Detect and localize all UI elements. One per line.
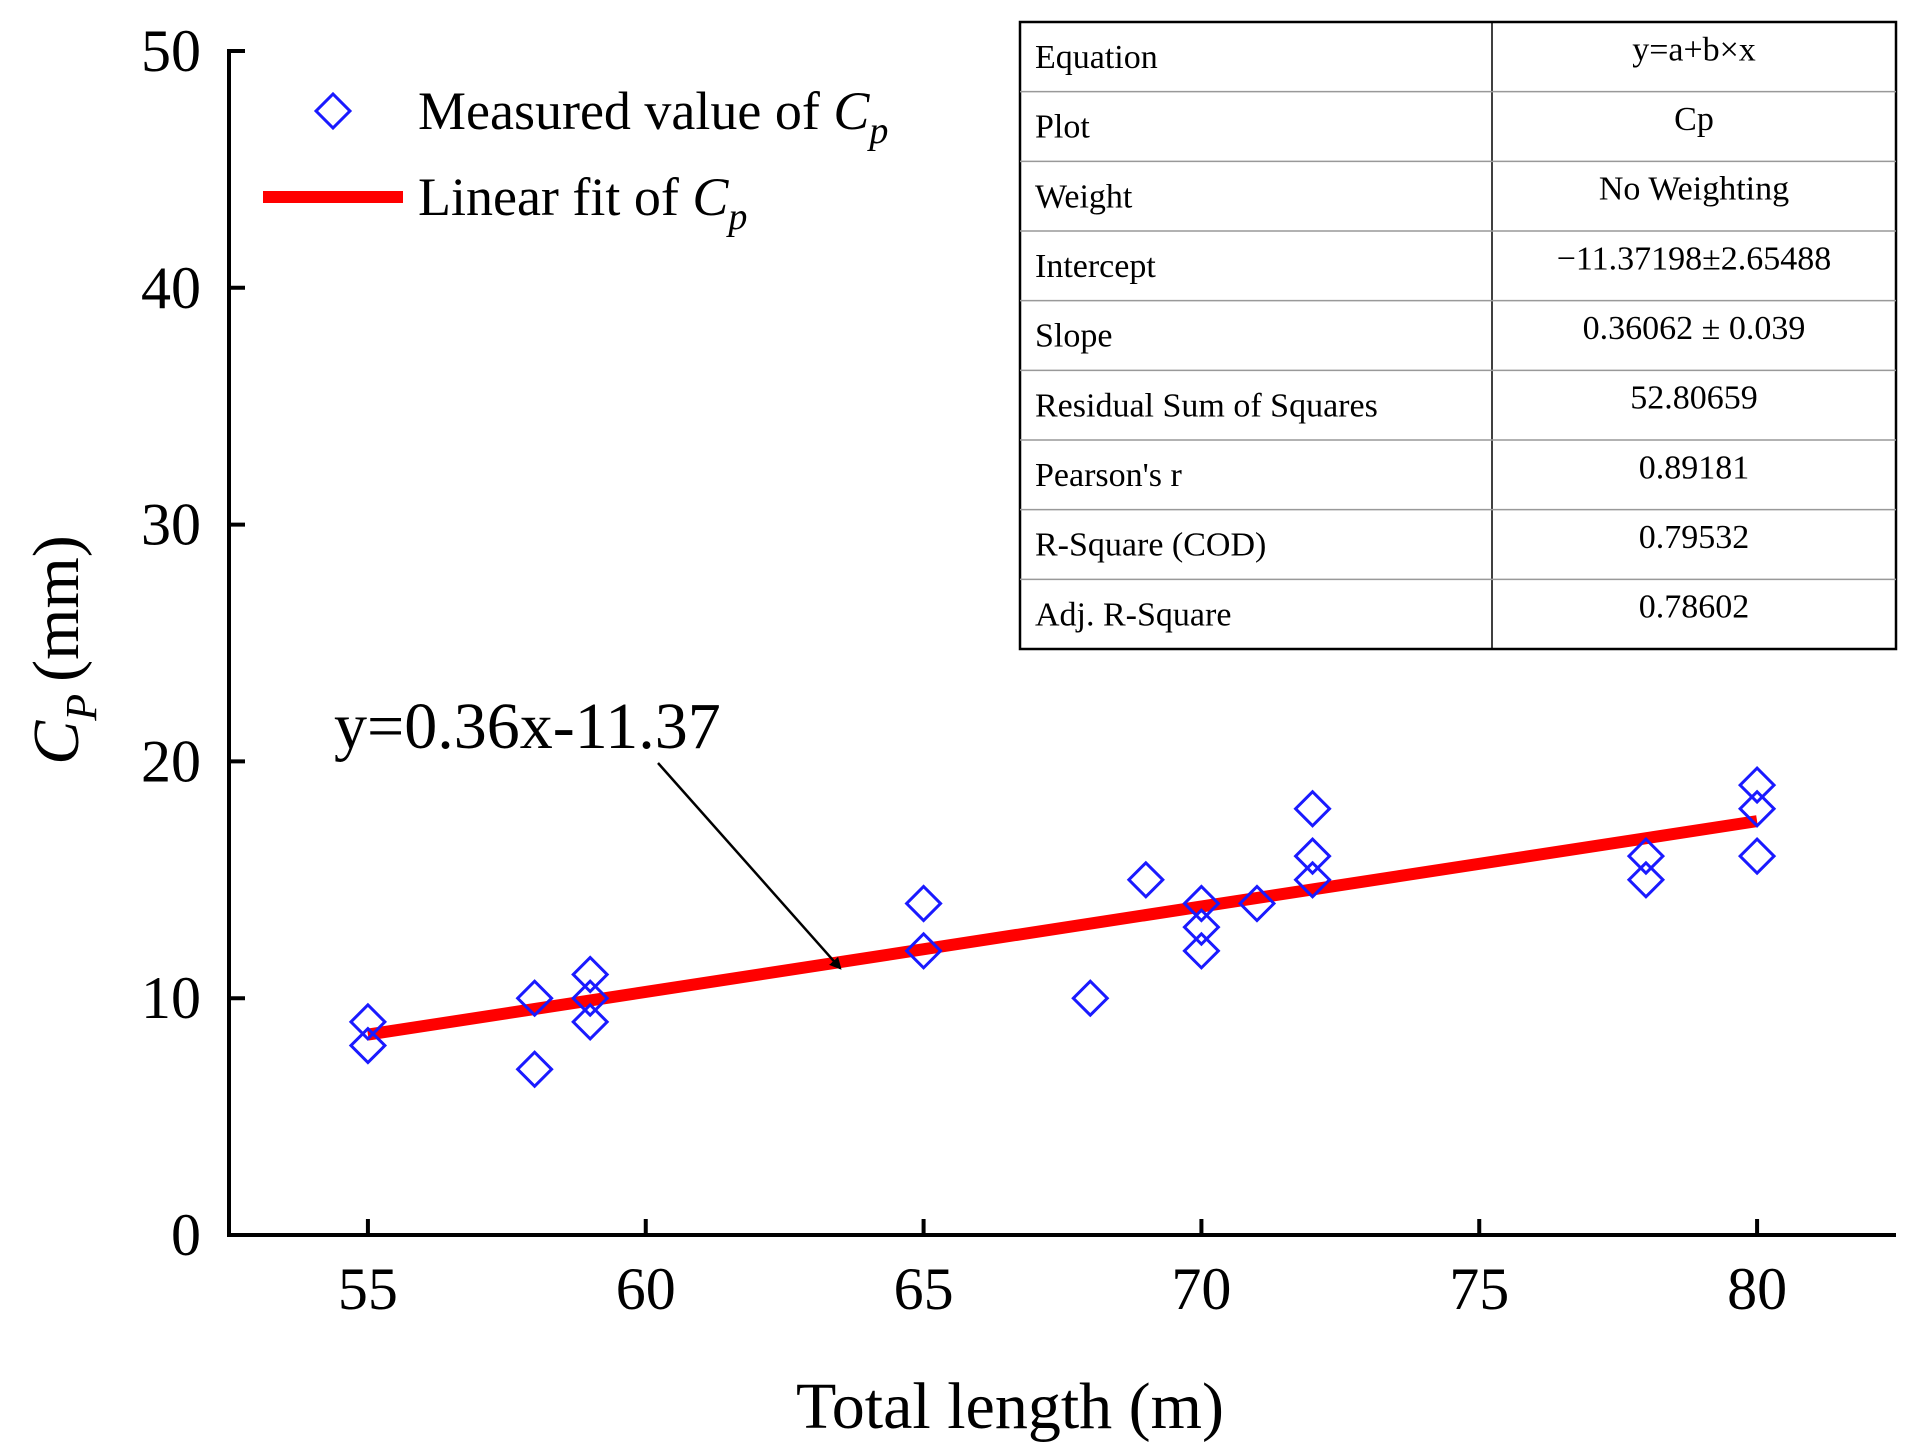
annotation-arrow — [657, 762, 842, 970]
table-row-label: Adj. R-Square — [1035, 596, 1231, 633]
fit-equation-annotation: y=0.36x-11.37 — [334, 690, 721, 763]
y-ticks: 0 10 20 30 40 50 — [141, 18, 245, 1268]
table-row-value: y=a+b×x — [1632, 31, 1756, 68]
data-point — [904, 884, 943, 923]
data-point — [348, 1026, 388, 1065]
table-row-label: Plot — [1035, 109, 1090, 146]
x-axis-title: Total length (m) — [796, 1370, 1224, 1443]
table-row-value: 52.80659 — [1630, 380, 1758, 417]
data-point — [571, 979, 610, 1018]
legend-marker-diamond — [313, 91, 353, 131]
legend: Measured value of Cp Linear fit of Cp — [263, 81, 888, 238]
y-tick-label: 20 — [141, 728, 201, 794]
data-point — [1182, 884, 1221, 923]
y-tick-label: 50 — [141, 18, 201, 84]
data-point — [1293, 860, 1332, 899]
table-row-value: 0.36062 ± 0.039 — [1583, 310, 1806, 347]
table-row-label: Slope — [1035, 318, 1112, 355]
table-row-value: 0.78602 — [1639, 589, 1750, 626]
legend-label-fit: Linear fit of Cp — [418, 167, 747, 238]
table-row-value: −11.37198±2.65488 — [1557, 240, 1832, 277]
table-row-label: R-Square (COD) — [1035, 527, 1266, 564]
data-point — [1293, 837, 1332, 876]
table-row-label: Weight — [1035, 178, 1133, 215]
table-row-value: Cp — [1674, 101, 1714, 138]
x-tick-label: 75 — [1449, 1256, 1509, 1322]
y-axis-title-var: C — [20, 720, 93, 765]
data-point — [571, 1002, 610, 1041]
table-row-label: Residual Sum of Squares — [1035, 387, 1378, 424]
svg-text:CP(mm): CP (mm) — [20, 535, 106, 765]
data-point — [904, 931, 943, 970]
y-tick-label: 30 — [141, 492, 201, 558]
x-tick-label: 70 — [1171, 1256, 1231, 1322]
x-tick-label: 80 — [1727, 1256, 1787, 1322]
y-tick-label: 0 — [171, 1202, 201, 1268]
table-row-value: No Weighting — [1599, 171, 1789, 208]
data-point — [1237, 884, 1277, 923]
data-point — [1737, 765, 1777, 805]
data-point — [1126, 860, 1165, 899]
data-point — [1182, 931, 1221, 970]
y-axis-title-unit: (mm) — [20, 535, 93, 682]
data-point — [1182, 908, 1221, 947]
x-ticks: 55 60 65 70 75 80 — [338, 1219, 1787, 1322]
table-row-label: Intercept — [1035, 248, 1156, 285]
legend-label-points: Measured value of Cp — [418, 81, 888, 152]
table-row-label: Equation — [1035, 39, 1158, 76]
table-row-label: Pearson's r — [1035, 457, 1183, 494]
data-point — [571, 955, 610, 994]
data-point — [1737, 837, 1777, 876]
data-points — [348, 765, 1777, 1089]
y-tick-label: 10 — [141, 965, 201, 1031]
data-point — [348, 1002, 388, 1041]
fit-statistics-table: Equation y=a+b×x Plot Cp Weight No Weighting I… — [1018, 20, 1898, 651]
x-tick-label: 55 — [338, 1256, 398, 1322]
data-point — [515, 1050, 554, 1089]
data-point — [1626, 837, 1666, 876]
data-point — [515, 979, 554, 1018]
table-row-value: 0.79532 — [1639, 519, 1750, 556]
x-tick-label: 65 — [894, 1256, 954, 1322]
data-point — [1293, 789, 1332, 828]
y-axis-title-sub: P — [57, 694, 106, 722]
data-point — [1626, 860, 1666, 899]
y-tick-label: 40 — [141, 255, 201, 321]
x-tick-label: 60 — [616, 1256, 676, 1322]
data-point — [1737, 789, 1777, 828]
data-point — [1071, 979, 1110, 1018]
fit-line — [367, 815, 1758, 1041]
table-row-value: 0.89181 — [1639, 449, 1750, 486]
y-axis-title: CP (mm) — [20, 535, 106, 765]
